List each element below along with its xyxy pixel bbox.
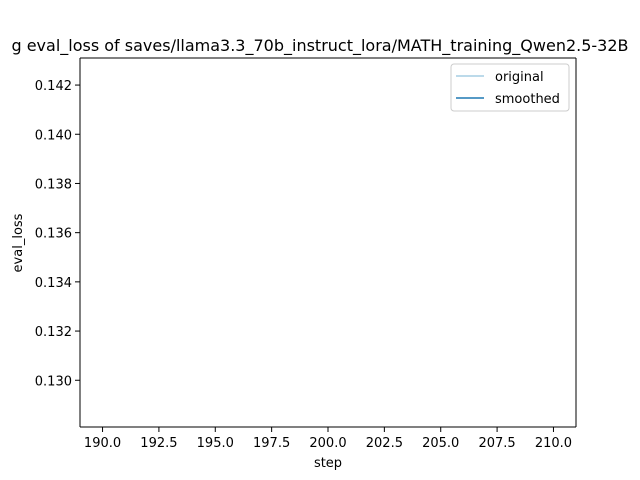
x-tick-label: 205.0 xyxy=(422,436,459,451)
y-tick-label: 0.138 xyxy=(35,177,72,192)
y-tick-label: 0.136 xyxy=(35,227,72,242)
x-tick-label: 195.0 xyxy=(197,436,234,451)
x-tick-label: 210.0 xyxy=(535,436,572,451)
legend-label-original: original xyxy=(495,70,544,85)
y-tick-label: 0.130 xyxy=(35,374,72,389)
y-tick-label: 0.134 xyxy=(35,276,72,291)
legend: original smoothed xyxy=(450,63,570,112)
x-axis-label: step xyxy=(314,456,342,471)
x-tick-label: 202.5 xyxy=(366,436,403,451)
y-axis-label: eval_loss xyxy=(11,213,26,272)
chart-title: g eval_loss of saves/llama3.3_70b_instru… xyxy=(11,36,628,56)
y-tick-label: 0.142 xyxy=(35,79,72,94)
x-tick-label: 192.5 xyxy=(140,436,177,451)
y-tick-label: 0.140 xyxy=(35,128,72,143)
x-tick-label: 190.0 xyxy=(84,436,121,451)
x-tick-label: 200.0 xyxy=(309,436,346,451)
x-tick-label: 197.5 xyxy=(253,436,290,451)
y-axis-ticks: 0.130 0.132 0.134 0.136 0.138 0.140 0.142 xyxy=(35,79,80,389)
legend-label-smoothed: smoothed xyxy=(495,92,560,107)
plot-area xyxy=(79,57,577,428)
y-tick-label: 0.132 xyxy=(35,325,72,340)
plot-background xyxy=(80,58,576,427)
x-tick-label: 207.5 xyxy=(478,436,515,451)
x-axis-ticks: 190.0 192.5 195.0 197.5 200.0 202.5 205.0 207.5… xyxy=(84,427,572,451)
